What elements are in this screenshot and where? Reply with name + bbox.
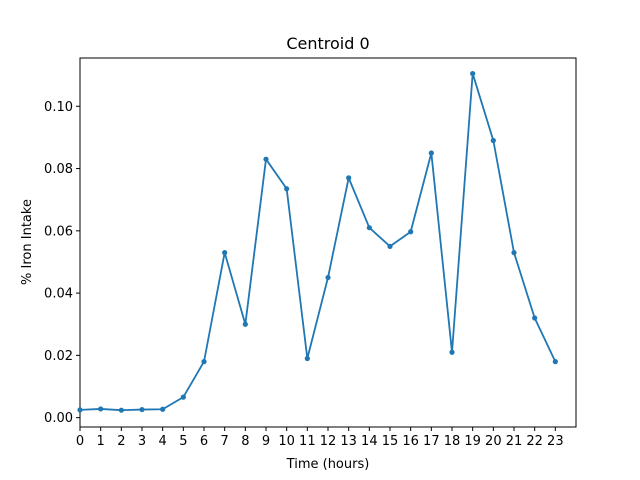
x-tick-label: 2	[117, 434, 125, 449]
data-point	[284, 186, 290, 192]
x-tick-label: 8	[241, 434, 249, 449]
x-tick-label: 13	[340, 434, 357, 449]
x-tick-label: 21	[506, 434, 523, 449]
x-tick-label: 4	[159, 434, 167, 449]
y-tick-label: 0.10	[44, 100, 73, 115]
x-tick-label: 18	[444, 434, 461, 449]
data-point	[98, 406, 104, 412]
data-point	[304, 355, 310, 362]
data-point	[532, 315, 538, 321]
y-tick-label: 0.00	[44, 411, 73, 426]
x-tick-label: 6	[200, 434, 208, 449]
data-point	[428, 150, 434, 156]
x-tick-label: 20	[485, 434, 502, 449]
chart-title: Centroid 0	[286, 34, 369, 53]
data-point	[470, 70, 476, 77]
x-tick-label: 5	[179, 434, 187, 449]
data-point	[180, 394, 186, 400]
x-tick-label: 16	[402, 434, 419, 449]
x-tick-label: 1	[97, 434, 105, 449]
x-tick-label: 10	[278, 434, 295, 449]
data-point	[408, 229, 414, 235]
plot-frame	[79, 57, 577, 428]
data-point	[366, 225, 372, 231]
data-point	[201, 359, 207, 365]
x-axis-label: Time (hours)	[286, 457, 370, 472]
series-line	[79, 72, 557, 412]
x-axis-ticks: 0 1 2 3 4 5 6 7 8 9 10 11 12 13 14 15 16 17 18 19 20 21 22 23	[76, 427, 564, 449]
data-point	[346, 175, 352, 181]
x-tick-label: 7	[221, 434, 229, 449]
y-tick-label: 0.02	[44, 349, 73, 364]
x-tick-label: 22	[526, 434, 543, 449]
x-tick-label: 12	[320, 434, 337, 449]
x-tick-label: 23	[547, 434, 564, 449]
x-tick-label: 19	[464, 434, 481, 449]
data-point	[325, 274, 331, 281]
x-tick-label: 0	[76, 434, 84, 449]
data-point	[387, 243, 393, 249]
data-point	[77, 407, 83, 413]
y-tick-label: 0.04	[44, 287, 73, 302]
x-tick-label: 9	[262, 434, 270, 449]
y-tick-label: 0.08	[44, 162, 73, 177]
x-tick-label: 15	[382, 434, 399, 449]
x-tick-label: 14	[361, 434, 378, 449]
data-point	[490, 137, 496, 144]
series-layer	[77, 70, 558, 413]
data-point	[118, 407, 124, 413]
x-tick-label: 17	[423, 434, 440, 449]
y-tick-label: 0.06	[44, 224, 73, 239]
data-point	[552, 359, 558, 365]
data-point	[449, 349, 455, 355]
data-point	[511, 250, 517, 256]
x-tick-label: 11	[299, 434, 316, 449]
data-point	[222, 250, 228, 256]
data-point	[263, 156, 269, 162]
y-axis-label: % Iron Intake	[20, 199, 35, 285]
data-point	[160, 406, 166, 412]
data-point	[242, 321, 248, 327]
x-tick-label: 3	[138, 434, 146, 449]
y-axis-ticks: 0.00 0.02 0.04 0.06 0.08 0.10	[44, 100, 80, 426]
data-point	[139, 406, 145, 413]
